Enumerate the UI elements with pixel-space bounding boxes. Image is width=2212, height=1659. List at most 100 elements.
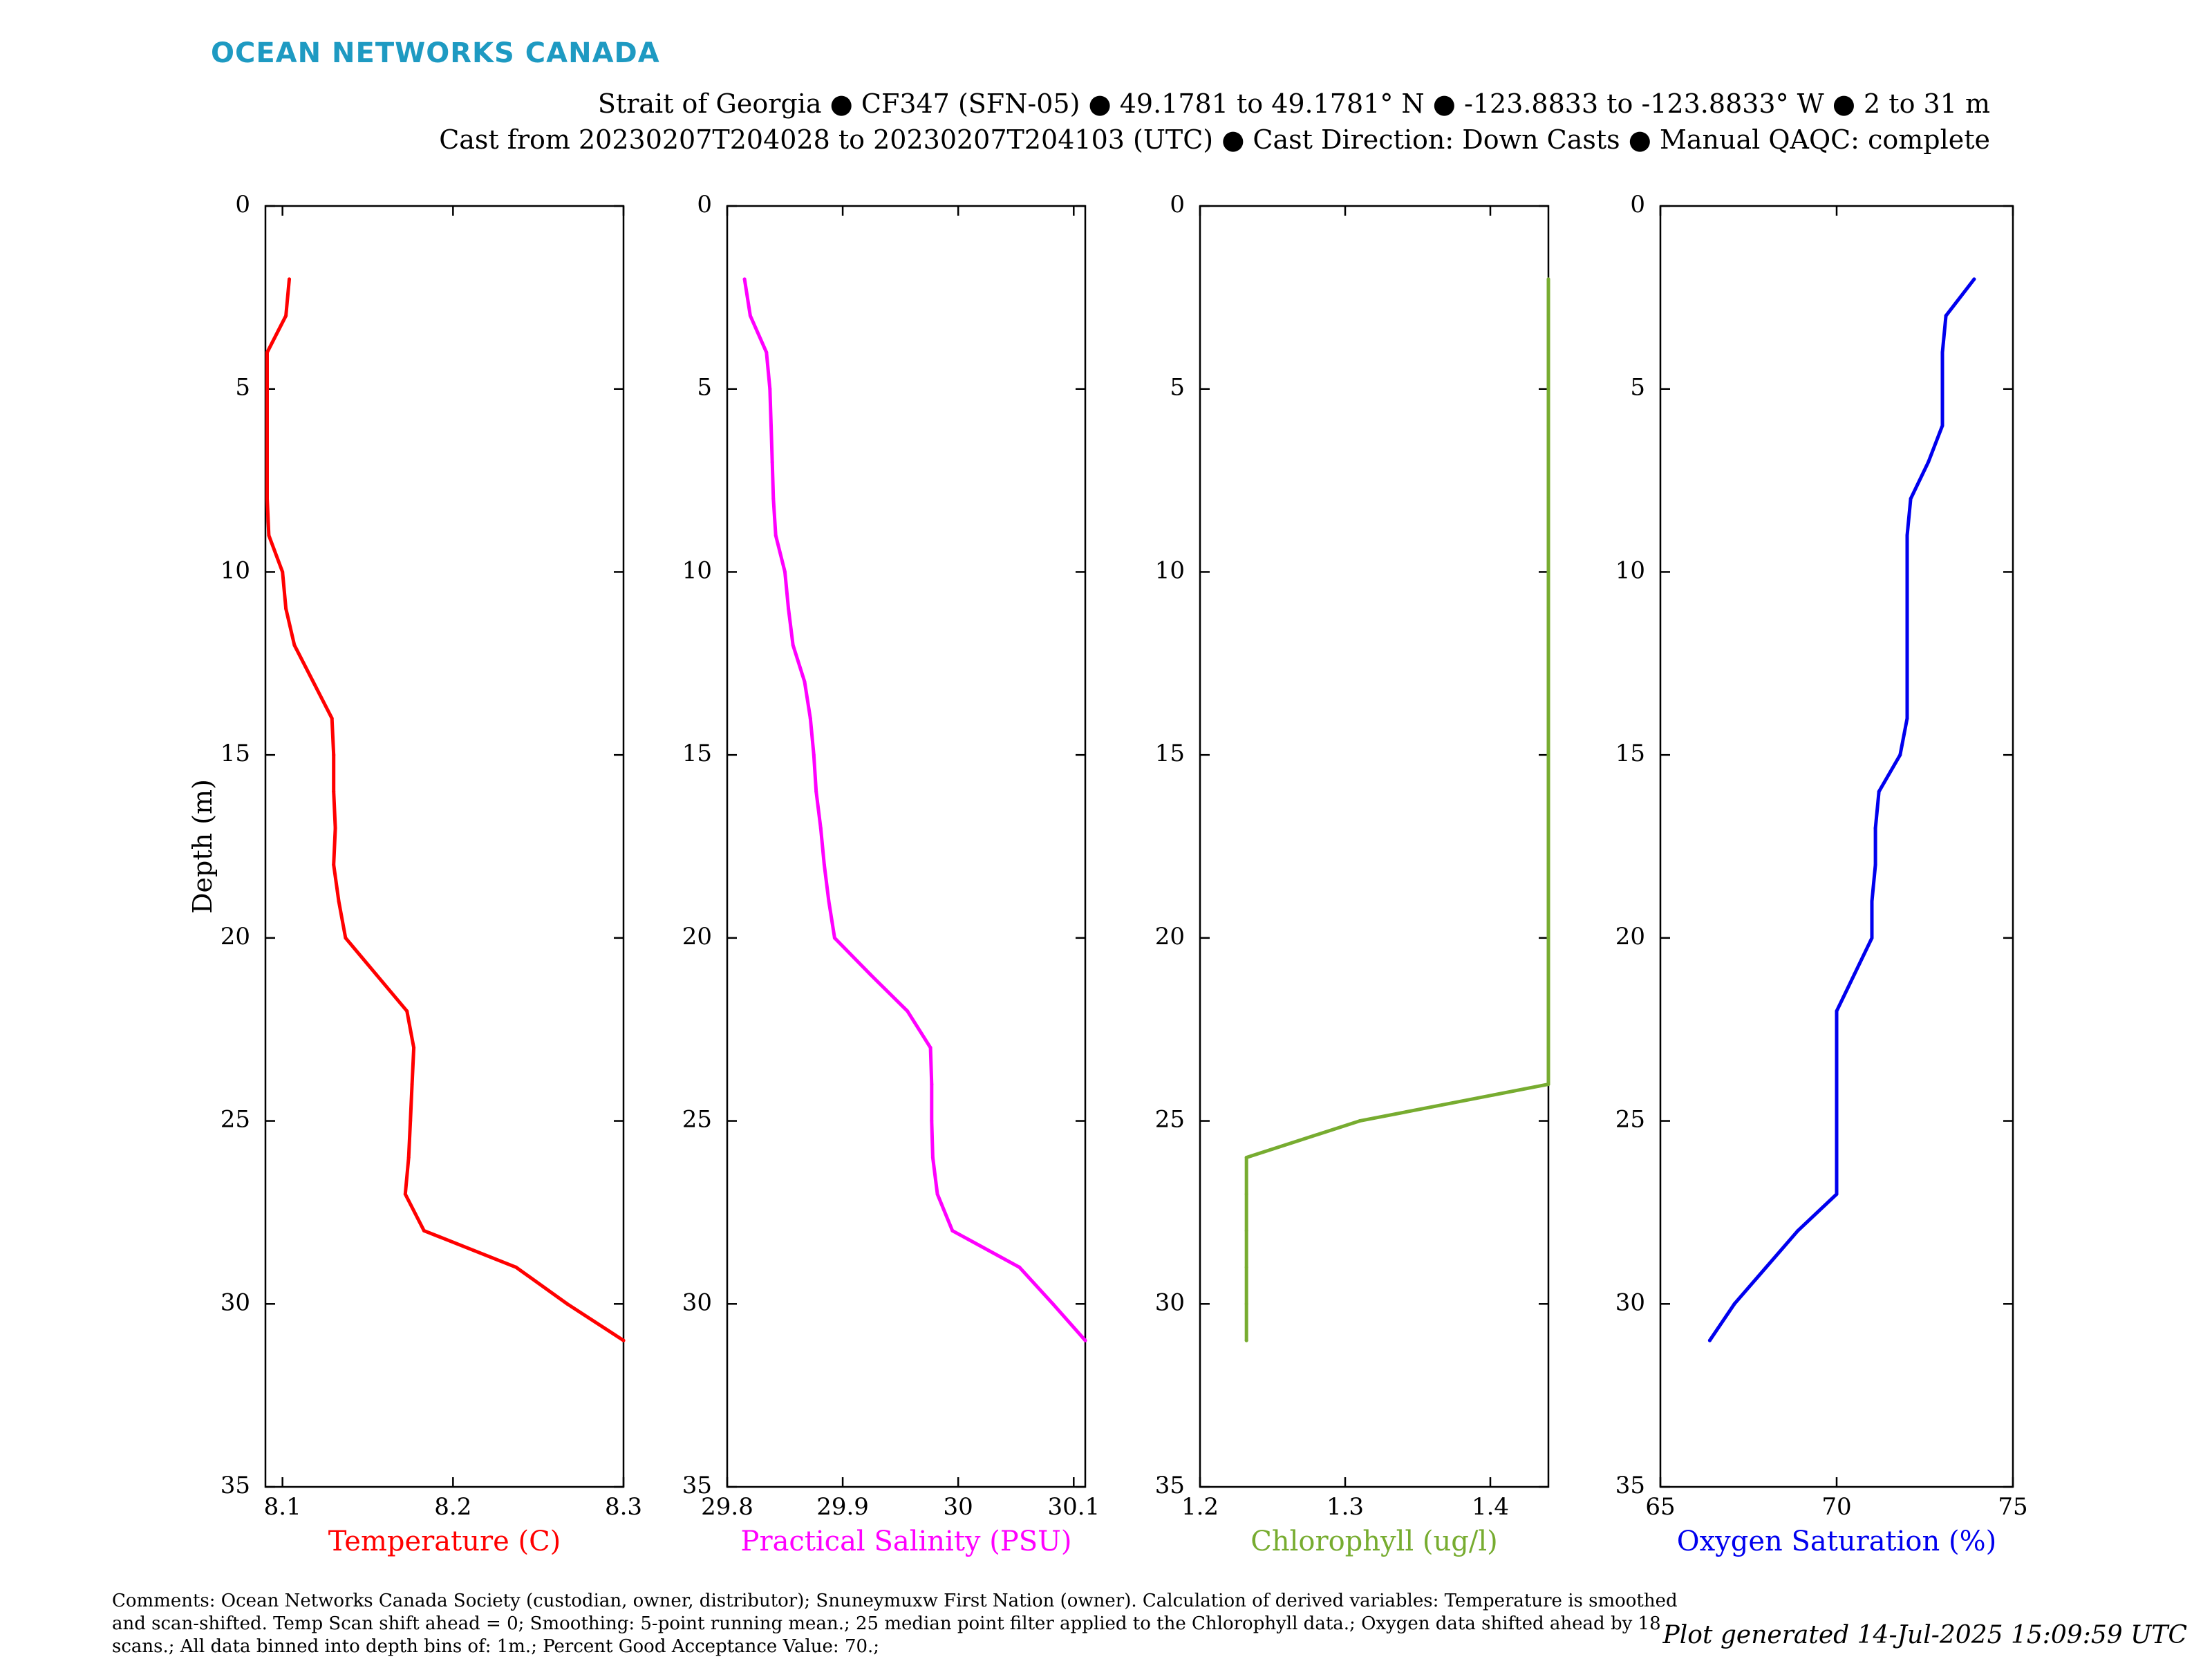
y-tick-label: 25 bbox=[1155, 1106, 1185, 1134]
y-tick-label: 25 bbox=[682, 1106, 712, 1134]
y-tick-label: 5 bbox=[1170, 374, 1185, 402]
x-axis-label: Practical Salinity (PSU) bbox=[741, 1526, 1072, 1557]
axes-box bbox=[726, 205, 1087, 1488]
data-point bbox=[1546, 679, 1550, 684]
y-tick-label: 10 bbox=[221, 556, 250, 584]
data-point bbox=[1546, 973, 1550, 977]
data-point bbox=[1898, 753, 1902, 757]
data-point bbox=[1083, 1338, 1087, 1342]
x-tick-label: 1.4 bbox=[1472, 1493, 1509, 1521]
data-point bbox=[1835, 1082, 1839, 1087]
data-point bbox=[1732, 1302, 1736, 1306]
data-point bbox=[1905, 606, 1909, 610]
data-point bbox=[403, 1192, 407, 1196]
data-point bbox=[771, 497, 776, 500]
data-point bbox=[930, 1119, 934, 1123]
data-point bbox=[1546, 350, 1550, 355]
data-point bbox=[332, 789, 336, 794]
y-tick-label: 30 bbox=[221, 1288, 250, 1316]
data-point bbox=[832, 936, 836, 940]
x-tick-label: 65 bbox=[1645, 1493, 1675, 1521]
data-point bbox=[284, 606, 288, 610]
y-axis-label: Depth (m) bbox=[187, 779, 218, 914]
data-point bbox=[284, 314, 288, 318]
data-point bbox=[930, 1082, 934, 1087]
data-point bbox=[1244, 1338, 1248, 1342]
data-point bbox=[950, 1228, 955, 1232]
x-tick-label: 70 bbox=[1821, 1493, 1851, 1521]
y-tick-label: 35 bbox=[1155, 1472, 1185, 1499]
data-point bbox=[1546, 643, 1550, 647]
data-point bbox=[412, 1046, 416, 1050]
data-point bbox=[422, 1228, 426, 1232]
data-point bbox=[332, 753, 336, 757]
data-point bbox=[1940, 350, 1944, 355]
data-point bbox=[1835, 1192, 1839, 1196]
y-tick-label: 30 bbox=[1155, 1288, 1185, 1316]
data-series-line bbox=[1707, 277, 1976, 1342]
y-tick-label: 15 bbox=[1155, 740, 1185, 767]
data-point bbox=[1940, 424, 1944, 428]
data-point bbox=[1244, 1302, 1248, 1306]
data-point bbox=[868, 973, 872, 977]
data-series-line bbox=[265, 277, 626, 1342]
x-axis-label: Oxygen Saturation (%) bbox=[1677, 1526, 1996, 1557]
data-point bbox=[803, 679, 807, 684]
data-point bbox=[1358, 1119, 1362, 1123]
y-tick-label: 0 bbox=[697, 191, 712, 218]
data-point bbox=[1835, 1119, 1839, 1123]
data-point bbox=[930, 1156, 935, 1159]
y-tick-label: 20 bbox=[1155, 923, 1185, 950]
data-point bbox=[337, 899, 341, 903]
data-point bbox=[409, 1119, 413, 1123]
x-tick-label: 8.2 bbox=[434, 1493, 471, 1521]
chart-panel-1: 0 5 10 15 20 25 30 35 8.1 8.2 8.3 Temperature (C) De… bbox=[187, 191, 642, 1557]
data-point bbox=[333, 826, 337, 830]
x-tick-label: 75 bbox=[1998, 1493, 2027, 1521]
data-point bbox=[791, 643, 795, 647]
data-point bbox=[1546, 497, 1550, 500]
data-point bbox=[1546, 314, 1550, 318]
data-point bbox=[814, 789, 818, 794]
data-series-line bbox=[742, 277, 1087, 1342]
data-point bbox=[1546, 387, 1550, 391]
data-point bbox=[1905, 679, 1909, 684]
y-tick-label: 35 bbox=[221, 1472, 250, 1499]
y-tick-label: 15 bbox=[682, 740, 712, 767]
data-point bbox=[1546, 424, 1550, 428]
data-point bbox=[344, 936, 348, 940]
y-tick-label: 25 bbox=[1615, 1106, 1645, 1134]
data-point bbox=[1853, 973, 1856, 977]
data-point bbox=[265, 350, 269, 355]
data-point bbox=[783, 570, 787, 574]
data-point bbox=[1546, 1082, 1550, 1087]
y-tick-label: 0 bbox=[1170, 191, 1185, 218]
y-tick-label: 5 bbox=[235, 374, 250, 402]
data-point bbox=[265, 387, 269, 391]
data-point bbox=[1244, 1265, 1248, 1269]
data-point bbox=[787, 606, 791, 610]
axes-box bbox=[264, 205, 625, 1488]
data-point bbox=[1546, 753, 1550, 757]
data-point bbox=[1873, 863, 1877, 867]
data-point bbox=[812, 753, 816, 757]
y-tick-label: 15 bbox=[221, 740, 250, 767]
data-point bbox=[1244, 1156, 1248, 1159]
axes-box bbox=[1199, 205, 1550, 1488]
data-point bbox=[827, 899, 831, 903]
data-point bbox=[808, 716, 812, 720]
data-point bbox=[1051, 1302, 1055, 1306]
data-point bbox=[1905, 716, 1909, 720]
data-point bbox=[281, 570, 285, 574]
y-tick-label: 30 bbox=[1615, 1288, 1645, 1316]
data-point bbox=[1870, 899, 1874, 903]
plot-title-location: Strait of Georgia ● CF347 (SFN-05) ● 49.… bbox=[597, 88, 1990, 119]
x-tick-label: 8.1 bbox=[264, 1493, 301, 1521]
data-point bbox=[1877, 789, 1881, 794]
y-tick-label: 20 bbox=[682, 923, 712, 950]
y-tick-label: 30 bbox=[682, 1288, 712, 1316]
y-tick-label: 0 bbox=[235, 191, 250, 218]
data-series-line bbox=[1244, 277, 1550, 1342]
